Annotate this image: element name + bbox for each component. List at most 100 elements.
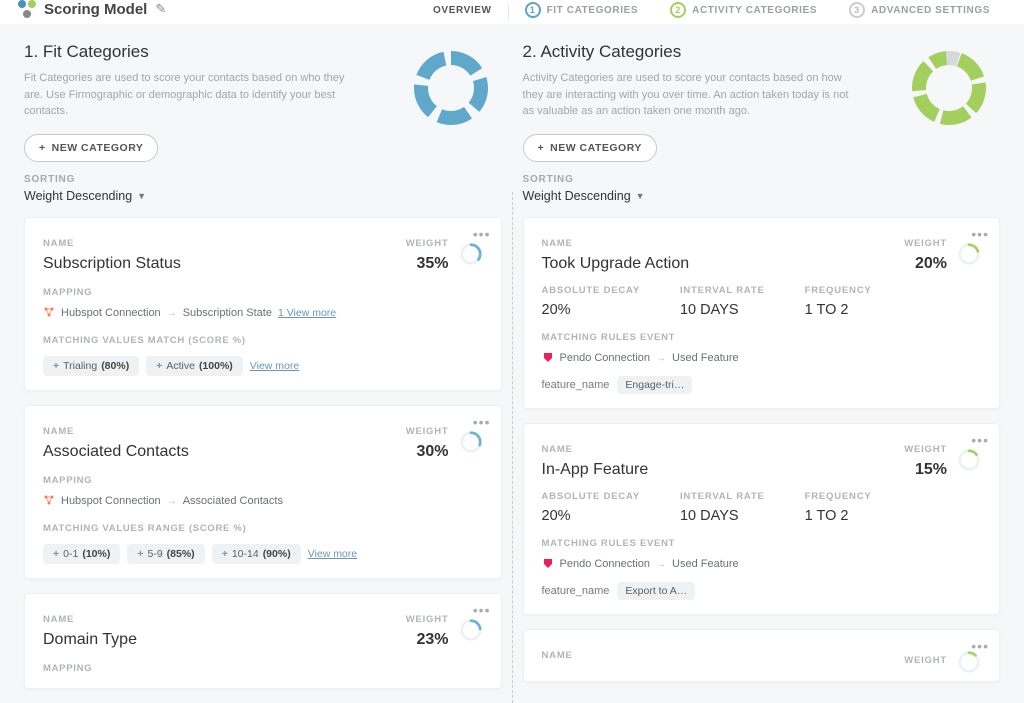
step-3-icon: 3 <box>849 2 865 18</box>
fit-card: ••• NAME Associated Contacts WEIGHT 30% … <box>24 405 502 579</box>
chevron-down-icon: ▼ <box>636 191 645 201</box>
freq-label: FREQUENCY <box>805 285 872 296</box>
activity-desc: Activity Categories are used to score yo… <box>523 70 863 120</box>
tag-key: feature_name <box>542 585 610 597</box>
new-fit-category-label: NEW CATEGORY <box>52 142 144 154</box>
tag-key: feature_name <box>542 379 610 391</box>
metrics-row: ABSOLUTE DECAY20% INTERVAL RATE10 DAYS F… <box>542 491 982 524</box>
fit-sorting-value: Weight Descending <box>24 189 132 203</box>
hubspot-icon <box>43 494 55 509</box>
view-more-link[interactable]: View more <box>308 548 357 560</box>
plus-icon: + <box>538 142 545 154</box>
title-wrap: Scoring Model ✎ <box>18 0 166 18</box>
card-weight: 30% <box>406 443 449 461</box>
match-pill[interactable]: + 0-1 (10%) <box>43 544 120 564</box>
activity-card: ••• NAME In-App Feature WEIGHT 15% ABSOL… <box>523 423 1001 615</box>
match-pill[interactable]: + Trialing (80%) <box>43 356 139 376</box>
tab-advanced-settings[interactable]: 3ADVANCED SETTINGS <box>833 0 1006 24</box>
interval-value: 10 DAYS <box>680 302 765 318</box>
weight-label: WEIGHT <box>406 238 449 249</box>
view-more-link[interactable]: View more <box>250 360 299 372</box>
metrics-row: ABSOLUTE DECAY20% INTERVAL RATE10 DAYS F… <box>542 285 982 318</box>
new-fit-category-button[interactable]: + NEW CATEGORY <box>24 134 158 162</box>
interval-label: INTERVAL RATE <box>680 491 765 502</box>
name-label: NAME <box>43 614 137 625</box>
fit-desc: Fit Categories are used to score your co… <box>24 70 364 120</box>
weight-label: WEIGHT <box>406 426 449 437</box>
rule-label: MATCHING RULES EVENT <box>542 332 982 343</box>
fit-donut-chart <box>410 47 492 132</box>
rule-source: Pendo Connection <box>560 558 651 570</box>
interval-label: INTERVAL RATE <box>680 285 765 296</box>
tag-line: feature_name Engage-tri… <box>542 376 982 394</box>
arrow-icon: → <box>167 496 177 507</box>
card-name: Domain Type <box>43 631 137 649</box>
card-menu-icon[interactable]: ••• <box>473 226 491 242</box>
activity-sorting-label: SORTING <box>523 174 1001 185</box>
match-pill[interactable]: + Active (100%) <box>146 356 243 376</box>
match-pill[interactable]: + 5-9 (85%) <box>127 544 204 564</box>
activity-card: ••• NAME WEIGHT <box>523 629 1001 682</box>
mapping-link[interactable]: 1 View more <box>278 307 336 319</box>
activity-section-head: 2. Activity Categories Activity Categori… <box>523 42 1001 203</box>
new-activity-category-label: NEW CATEGORY <box>550 142 642 154</box>
card-menu-icon[interactable]: ••• <box>971 638 989 654</box>
tab-activity-label: ACTIVITY CATEGORIES <box>692 5 817 16</box>
card-menu-icon[interactable]: ••• <box>971 226 989 242</box>
mapping-label: MAPPING <box>43 287 483 298</box>
rule-source: Pendo Connection <box>560 352 651 364</box>
tab-overview[interactable]: OVERVIEW <box>417 0 508 24</box>
card-name: Associated Contacts <box>43 443 189 461</box>
page-title: Scoring Model <box>44 1 147 18</box>
mapping-source: Hubspot Connection <box>61 495 161 507</box>
tag-line: feature_name Export to A… <box>542 582 982 600</box>
name-label: NAME <box>542 650 573 661</box>
weight-arc-icon <box>459 618 483 645</box>
fit-sorting-label: SORTING <box>24 174 502 185</box>
match-pill[interactable]: + 10-14 (90%) <box>212 544 301 564</box>
decay-label: ABSOLUTE DECAY <box>542 491 640 502</box>
hubspot-icon <box>43 306 55 321</box>
mapping-label: MAPPING <box>43 475 483 486</box>
weight-arc-icon <box>957 242 981 269</box>
tab-overview-label: OVERVIEW <box>433 5 492 16</box>
edit-icon[interactable]: ✎ <box>155 1 166 17</box>
decay-value: 20% <box>542 508 640 524</box>
card-menu-icon[interactable]: ••• <box>473 414 491 430</box>
pill-row: + Trialing (80%) + Active (100%) View mor… <box>43 356 483 376</box>
pill-row: + 0-1 (10%) + 5-9 (85%) + 10-14 (90%) View… <box>43 544 483 564</box>
weight-label: WEIGHT <box>406 614 449 625</box>
arrow-icon: → <box>656 353 666 364</box>
activity-sorting-dropdown[interactable]: Weight Descending ▼ <box>523 189 1001 203</box>
plus-icon: + <box>39 142 46 154</box>
freq-value: 1 TO 2 <box>805 508 872 524</box>
tabs: OVERVIEW 1 FIT CATEGORIES 2ACTIVITY CATEG… <box>417 0 1006 24</box>
fit-section-head: 1. Fit Categories Fit Categories are use… <box>24 42 502 203</box>
card-weight: 15% <box>904 461 947 479</box>
tab-activity-categories[interactable]: 2ACTIVITY CATEGORIES <box>654 0 833 24</box>
card-menu-icon[interactable]: ••• <box>971 432 989 448</box>
fit-card: ••• NAME Domain Type WEIGHT 23% MAPPING <box>24 593 502 689</box>
card-name: Subscription Status <box>43 255 181 273</box>
card-weight: 20% <box>904 255 947 273</box>
tag-value: Export to A… <box>617 582 695 600</box>
tab-fit-categories[interactable]: 1 FIT CATEGORIES <box>509 0 655 24</box>
activity-card: ••• NAME Took Upgrade Action WEIGHT 20% … <box>523 217 1001 409</box>
weight-arc-icon <box>459 430 483 457</box>
card-menu-icon[interactable]: ••• <box>473 602 491 618</box>
card-name: In-App Feature <box>542 461 649 479</box>
activity-sorting-value: Weight Descending <box>523 189 631 203</box>
fit-card: ••• NAME Subscription Status WEIGHT 35% … <box>24 217 502 391</box>
mapping-target: Associated Contacts <box>183 495 283 507</box>
name-label: NAME <box>43 238 181 249</box>
pendo-icon <box>542 557 554 572</box>
fit-sorting-dropdown[interactable]: Weight Descending▼ <box>24 189 502 203</box>
arrow-icon: → <box>656 559 666 570</box>
columns: 1. Fit Categories Fit Categories are use… <box>0 24 1024 703</box>
card-weight: 23% <box>406 631 449 649</box>
step-1-icon: 1 <box>525 2 541 18</box>
tab-fit-label: FIT CATEGORIES <box>547 5 639 16</box>
interval-value: 10 DAYS <box>680 508 765 524</box>
card-name: Took Upgrade Action <box>542 255 690 273</box>
new-activity-category-button[interactable]: + NEW CATEGORY <box>523 134 657 162</box>
